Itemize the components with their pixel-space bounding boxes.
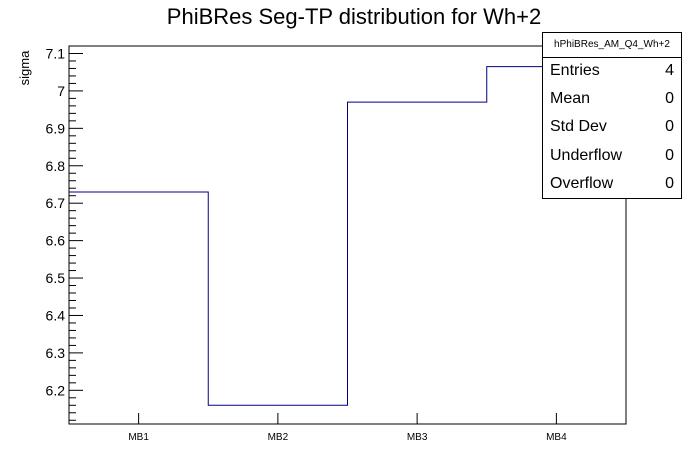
y-tick-label: 6.6 bbox=[46, 233, 66, 249]
stats-value: 0 bbox=[665, 146, 674, 164]
stats-row-mean: Mean 0 bbox=[543, 86, 681, 114]
histogram-step-line bbox=[69, 66, 626, 406]
stats-row-entries: Entries 4 bbox=[543, 58, 681, 86]
stats-label: Mean bbox=[550, 90, 591, 108]
stats-label: Entries bbox=[550, 62, 600, 79]
stats-row-overflow: Overflow 0 bbox=[543, 171, 681, 199]
y-tick-label: 7 bbox=[57, 83, 65, 99]
y-tick-label: 6.4 bbox=[46, 307, 66, 323]
stats-value: 4 bbox=[665, 62, 674, 79]
y-tick-label: 6.8 bbox=[46, 158, 66, 174]
stats-row-std-dev: Std Dev 0 bbox=[543, 114, 681, 142]
stats-label: Overflow bbox=[550, 174, 614, 192]
y-tick-label: 6.7 bbox=[46, 195, 66, 211]
chart-title: PhiBRes Seg-TP distribution for Wh+2 bbox=[167, 4, 541, 29]
y-tick-label: 6.3 bbox=[46, 345, 66, 361]
stats-value: 0 bbox=[665, 118, 674, 136]
y-axis-label: sigma bbox=[17, 50, 32, 85]
stats-row-underflow: Underflow 0 bbox=[543, 143, 681, 171]
plot-frame bbox=[68, 45, 627, 425]
stats-box: hPhiBRes_AM_Q4_Wh+2 Entries 4 Mean 0 Std… bbox=[542, 32, 682, 199]
x-tick-label: MB3 bbox=[407, 432, 428, 443]
x-tick-label: MB4 bbox=[546, 432, 567, 443]
y-tick-label: 6.2 bbox=[46, 382, 66, 398]
y-tick-label: 6.5 bbox=[46, 270, 66, 286]
y-tick-label: 6.9 bbox=[46, 120, 66, 136]
y-tick-label: 7.1 bbox=[46, 45, 66, 61]
stats-value: 0 bbox=[665, 174, 674, 192]
stats-label: Underflow bbox=[550, 146, 623, 164]
x-tick-label: MB1 bbox=[128, 432, 149, 443]
stats-value: 0 bbox=[665, 90, 674, 108]
stats-histogram-name: hPhiBRes_AM_Q4_Wh+2 bbox=[543, 33, 681, 58]
x-tick-label: MB2 bbox=[268, 432, 289, 443]
stats-label: Std Dev bbox=[550, 118, 607, 136]
